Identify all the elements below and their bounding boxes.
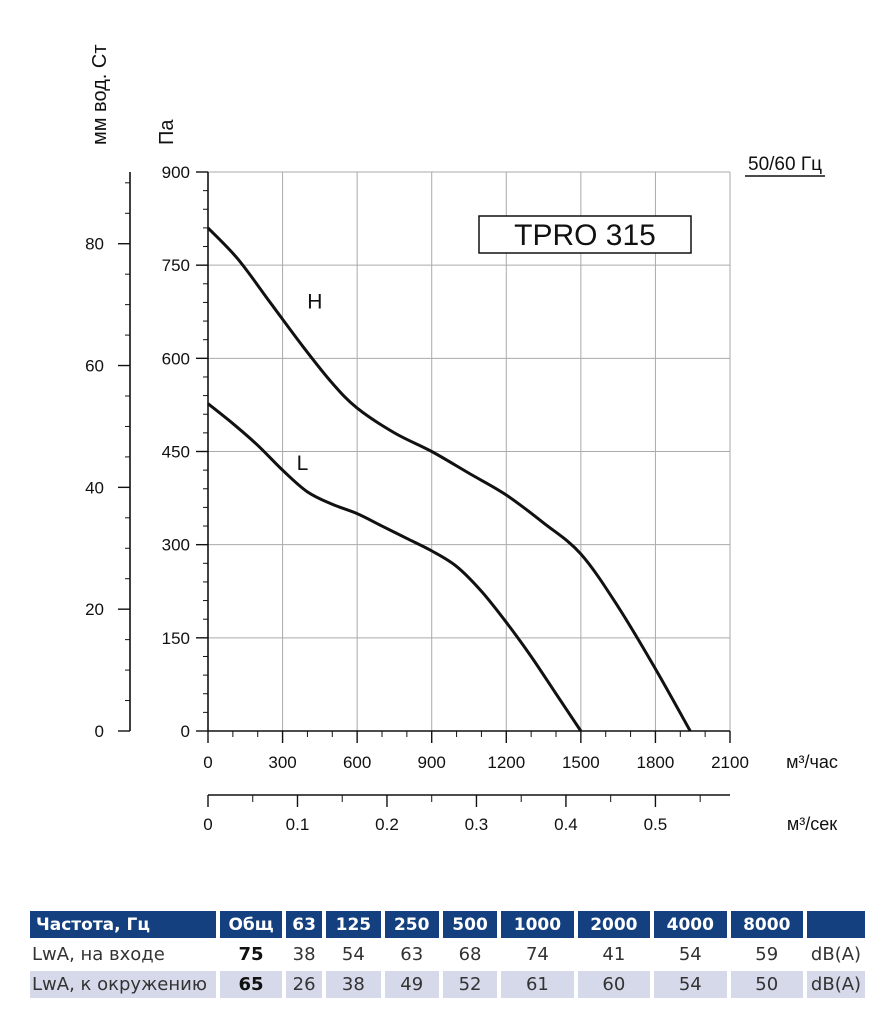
table-cell: 60 [577, 971, 651, 998]
x-tick-label-hour: 900 [418, 753, 446, 772]
x-axis-unit-sec: м³/сек [787, 814, 837, 834]
table-header-cell: 250 [384, 911, 439, 938]
y-tick-label-mm: 0 [95, 722, 104, 741]
table-cell: 50 [730, 971, 803, 998]
x-tick-label-sec: 0.2 [375, 815, 399, 834]
x-tick-label-sec: 0 [203, 815, 212, 834]
table-header-cell: 8000 [730, 911, 803, 938]
fan-performance-chart: мм вод. Ст Па 50/60 Гц 01503004506007509… [85, 44, 838, 834]
table-cell: 74 [501, 941, 574, 968]
model-title-box [478, 215, 692, 254]
noise-level-table: Частота, Гц Общ 63 125 250 500 1000 2000… [26, 908, 869, 1001]
table-cell: 54 [654, 971, 727, 998]
x-tick-label-hour: 2100 [711, 753, 749, 772]
x-tick-label-sec: 0.5 [644, 815, 668, 834]
x-tick-label-hour: 1800 [637, 753, 675, 772]
y-tick-label-mm: 20 [85, 600, 104, 619]
x-tick-label-hour: 1200 [487, 753, 525, 772]
curve-L [207, 402, 583, 732]
row-label: LwA, к окружению [30, 971, 216, 998]
y-tick-label-pa: 150 [162, 629, 190, 648]
curve-H [206, 226, 692, 732]
table-header-cell: 125 [326, 911, 381, 938]
table-cell: 63 [384, 941, 439, 968]
curve-label-L: L [297, 452, 309, 475]
x-tick-label-sec: 0.3 [465, 815, 489, 834]
table-cell: 41 [577, 941, 651, 968]
table-header-cell: 500 [442, 911, 498, 938]
y-tick-label-pa: 900 [162, 163, 190, 182]
y-tick-label-mm: 80 [85, 235, 104, 254]
table-header-cell [807, 911, 865, 938]
unit-cell: dB(A) [807, 941, 865, 968]
mm-axis-title: мм вод. Ст [89, 44, 111, 145]
table-cell: 59 [730, 941, 803, 968]
x-tick-label-hour: 600 [343, 753, 371, 772]
table-row: LwA, к окружению 65 26 38 49 52 61 60 54… [30, 971, 865, 998]
table-header-cell: Общ [220, 911, 282, 938]
table-cell: 26 [286, 971, 323, 998]
table-cell: 52 [442, 971, 498, 998]
x-axis-unit-hour: м³/час [786, 752, 838, 772]
table-header-cell: 63 [286, 911, 323, 938]
x-tick-label-sec: 0.1 [286, 815, 310, 834]
table-cell: 68 [442, 941, 498, 968]
table-cell: 38 [326, 971, 381, 998]
table-header-cell: 4000 [654, 911, 727, 938]
total-value: 65 [220, 971, 282, 998]
table-cell: 49 [384, 971, 439, 998]
y-tick-label-pa: 0 [181, 722, 190, 741]
table-row: LwA, на входе 75 38 54 63 68 74 41 54 59… [30, 941, 865, 968]
model-title: TPRO 315 [514, 219, 656, 252]
frequency-label: 50/60 Гц [748, 154, 822, 175]
table-header-cell: Частота, Гц [30, 911, 216, 938]
x-tick-label-hour: 1500 [562, 753, 600, 772]
total-value: 75 [220, 941, 282, 968]
y-tick-label-pa: 450 [162, 443, 190, 462]
unit-cell: dB(A) [807, 971, 865, 998]
pa-axis-title: Па [156, 119, 178, 145]
y-tick-label-mm: 40 [85, 478, 104, 497]
x-tick-label-hour: 0 [203, 753, 212, 772]
table-cell: 54 [326, 941, 381, 968]
y-tick-label-pa: 300 [162, 536, 190, 555]
y-tick-label-mm: 60 [85, 357, 104, 376]
y-tick-label-pa: 600 [162, 349, 190, 368]
table-cell: 61 [501, 971, 574, 998]
x-tick-label-sec: 0.4 [554, 815, 578, 834]
table-header-cell: 2000 [577, 911, 651, 938]
table-header-cell: 1000 [501, 911, 574, 938]
y-tick-label-pa: 750 [162, 256, 190, 275]
table-cell: 38 [286, 941, 323, 968]
table-cell: 54 [654, 941, 727, 968]
x-tick-label-hour: 300 [268, 753, 296, 772]
curve-label-H: H [307, 291, 322, 314]
row-label: LwA, на входе [30, 941, 216, 968]
table-header-row: Частота, Гц Общ 63 125 250 500 1000 2000… [30, 911, 865, 938]
